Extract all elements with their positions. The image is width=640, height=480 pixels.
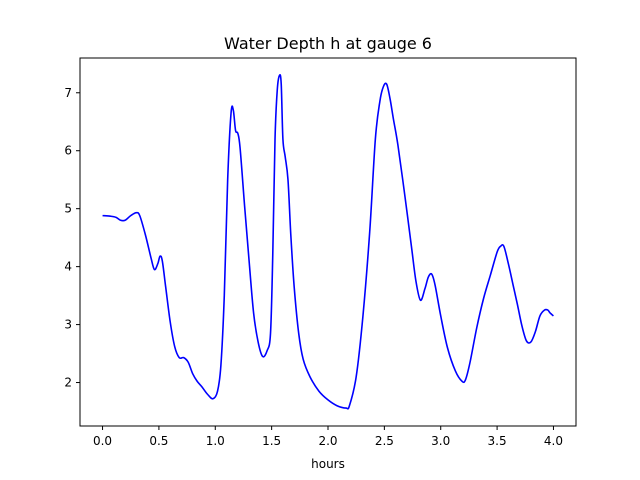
y-tick-label: 5 <box>64 202 72 216</box>
x-tick-label: 1.5 <box>262 434 281 448</box>
x-tick-label: 0.0 <box>93 434 112 448</box>
x-tick-label: 0.5 <box>149 434 168 448</box>
chart-title: Water Depth h at gauge 6 <box>224 34 432 53</box>
axes-frame <box>79 57 577 427</box>
y-tick-label: 7 <box>64 86 72 100</box>
x-axis-label: hours <box>311 457 345 471</box>
y-tick-label: 6 <box>64 144 72 158</box>
series-line-0 <box>102 74 554 410</box>
y-tick-label: 3 <box>64 318 72 332</box>
x-axis: 0.0 0.5 1.0 1.5 2.0 2.5 3.0 3.5 4.0 <box>93 426 563 448</box>
plot-area <box>102 74 554 410</box>
x-tick-label: 4.0 <box>544 434 563 448</box>
x-tick-label: 1.0 <box>206 434 225 448</box>
y-tick-label: 2 <box>64 376 72 390</box>
x-tick-label: 2.5 <box>375 434 394 448</box>
y-tick-label: 4 <box>64 260 72 274</box>
x-tick-label: 3.0 <box>431 434 450 448</box>
y-axis: 2 3 4 5 6 7 <box>64 86 80 390</box>
x-tick-label: 3.5 <box>488 434 507 448</box>
x-tick-label: 2.0 <box>318 434 337 448</box>
